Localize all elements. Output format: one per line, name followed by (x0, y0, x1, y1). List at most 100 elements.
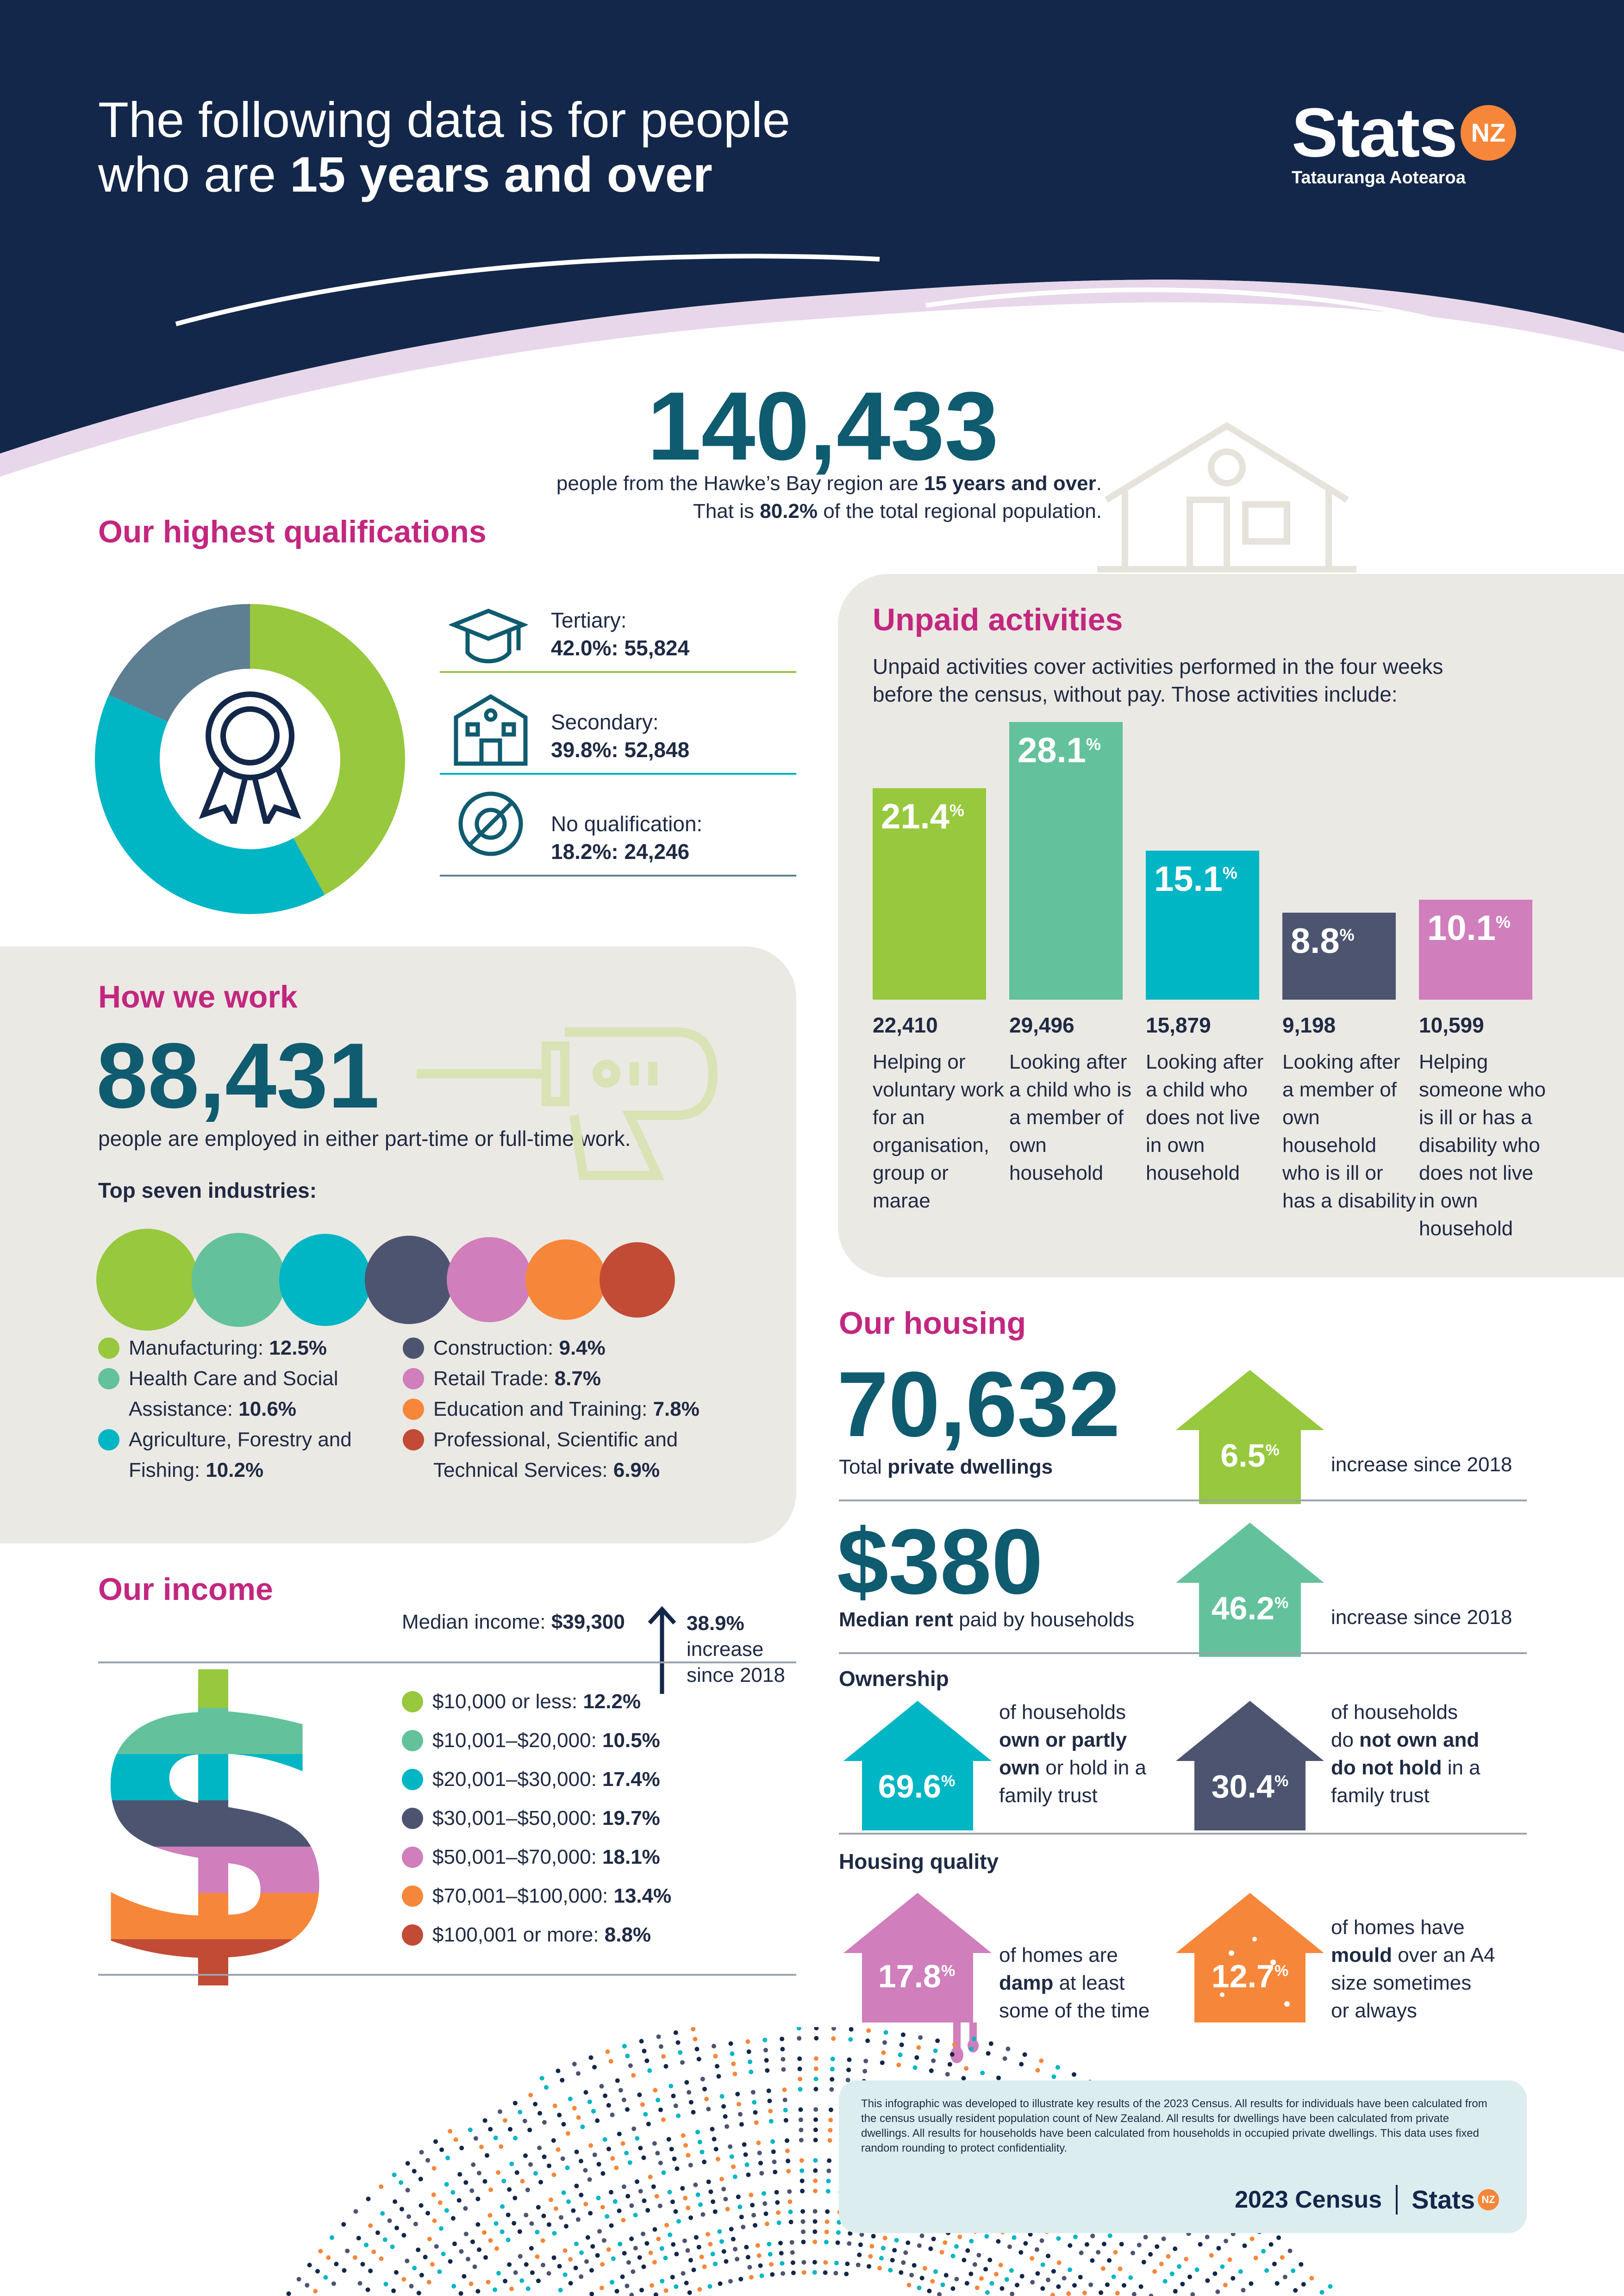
rent-number: $380 (837, 1510, 1043, 1613)
pct-symbol: % (1339, 925, 1355, 945)
industry-legend-item: Agriculture, Forestry and Fishing: 10.2% (98, 1425, 385, 1486)
own-value: 69.6% (856, 1768, 977, 1805)
unpaid-bar-label: Helping someone who is ill or has a disa… (1419, 1051, 1546, 1240)
mould-text-line1: of homes have (1331, 1916, 1465, 1939)
unpaid-bar-value: 10.1% (1427, 908, 1511, 948)
population-line2: That is (693, 500, 760, 523)
unpaid-bar-label: Looking after a child who does not live … (1146, 1051, 1264, 1184)
dollar-stripe-5 (93, 1893, 333, 1940)
not-own-text-line1: of households (1331, 1701, 1458, 1724)
unpaid-bar-4: 10.1% (1419, 900, 1532, 1000)
unpaid-bar-3: 8.8% (1282, 913, 1396, 1000)
house-icon-dwellings (1176, 1370, 1324, 1504)
drill-icon (417, 1027, 718, 1180)
header-title-line2: who are (98, 146, 290, 202)
industry-name: Manufacturing: (129, 1337, 264, 1359)
income-band-value: 13.4% (608, 1885, 672, 1907)
footer-note-panel: This infographic was developed to illust… (839, 2080, 1527, 2233)
damp-text-line3: some of the time (999, 1999, 1150, 2022)
income-band-value: 12.2% (577, 1690, 641, 1713)
legend-dot (98, 1368, 119, 1389)
industry-value: 9.4% (559, 1337, 606, 1359)
income-increase-value: 38.9% (687, 1612, 744, 1635)
industry-circle-1 (192, 1232, 286, 1327)
qualification-row-tertiary: Tertiary: 42.0%: 55,824 (440, 602, 796, 673)
legend-dot (403, 1338, 424, 1359)
industry-name: Retail Trade: (433, 1367, 549, 1390)
industry-legend-item: Professional, Scientific and Technical S… (403, 1425, 764, 1486)
industry-value: 8.7% (554, 1367, 601, 1390)
income-band-row: $50,001–$70,000: 18.1% (402, 1838, 781, 1877)
not-own-text-line3: in a (1442, 1756, 1480, 1779)
unpaid-bar-value-number: 10.1 (1427, 908, 1496, 948)
unpaid-bar-value-number: 15.1 (1154, 859, 1223, 899)
income-band-value: 8.8% (599, 1923, 651, 1946)
pct-symbol: % (949, 801, 964, 820)
legend-dot (98, 1429, 119, 1450)
dwellings-increase: 6.5% (1199, 1437, 1301, 1474)
ownership-title: Ownership (839, 1667, 949, 1691)
house-icon-not-own (1176, 1701, 1324, 1830)
population-text: people from the Hawke’s Bay region are 1… (463, 470, 1102, 525)
industry-circle-3 (365, 1235, 453, 1324)
income-band-row: $10,001–$20,000: 10.5% (402, 1721, 781, 1760)
industry-name: Agriculture, Forestry and Fishing: (129, 1428, 352, 1481)
income-increase: 38.9% increase since 2018 (687, 1611, 788, 1688)
footer-logo-badge: NZ (1478, 2189, 1499, 2210)
own-text-line2: own or partly (999, 1729, 1127, 1751)
pct-symbol: % (1495, 912, 1511, 932)
logo-text: Stats (1292, 93, 1458, 171)
rosette-icon (199, 691, 301, 824)
legend-dot (403, 1399, 424, 1420)
work-title: How we work (98, 979, 298, 1014)
population-line1-end: . (1096, 472, 1102, 495)
legend-dot (402, 1808, 423, 1829)
median-income: Median income: $39,300 (402, 1611, 625, 1634)
pct-symbol: % (1274, 1772, 1289, 1790)
income-band-list: $10,000 or less: 12.2% $10,001–$20,000: 1… (402, 1682, 781, 1954)
header-title-bold: 15 years and over (290, 146, 712, 202)
damp-value: 17.8% (856, 1958, 977, 1995)
footer-logo-text: Stats (1412, 2185, 1475, 2214)
damp-text-line2: at least (1053, 1972, 1125, 1994)
own-text-line1: of households (999, 1701, 1126, 1724)
industry-value: 7.8% (653, 1398, 700, 1420)
median-income-label: Median income: (402, 1611, 551, 1633)
rent-label-suffix: paid by households (953, 1608, 1135, 1631)
mould-value: 12.7% (1190, 1958, 1310, 1995)
pct-symbol: % (1274, 1962, 1289, 1980)
header-title: The following data is for people who are… (98, 93, 790, 202)
industry-circles (96, 1226, 698, 1333)
damp-text-line1: of homes are (999, 1944, 1118, 1966)
industries-title: Top seven industries: (98, 1178, 317, 1202)
header-background (0, 0, 1624, 477)
unpaid-bar-chart: 21.4% 22,410 Helping or voluntary work for… (873, 713, 1586, 1259)
divider (98, 1661, 796, 1663)
industry-legend-item: Construction: 9.4% (403, 1333, 764, 1363)
graduation-cap-icon (449, 609, 528, 664)
footer-brand: 2023 Census Stats NZ (1235, 2184, 1499, 2215)
qualifications-donut-chart (95, 604, 405, 914)
footer-divider (1396, 2184, 1398, 2215)
unpaid-bar-value: 28.1% (1018, 730, 1101, 771)
income-band-value: 19.7% (596, 1807, 660, 1829)
mould-text-line3: size sometimes (1331, 1972, 1472, 1994)
arrow-up-icon (648, 1606, 676, 1694)
marae-icon (1097, 422, 1356, 572)
not-own-text-line4: family trust (1331, 1784, 1430, 1807)
legend-dot (402, 1769, 423, 1790)
unpaid-bar-count: 10,599 (1419, 1013, 1484, 1037)
damp-text-line2-bold: damp (999, 1972, 1054, 1994)
unpaid-title: Unpaid activities (873, 602, 1123, 637)
dollar-stripe-3 (93, 1800, 333, 1847)
not-own-value: 30.4% (1190, 1768, 1310, 1805)
census-label: 2023 Census (1235, 2186, 1382, 2213)
qualification-label-none: No qualification: (551, 812, 703, 836)
mould-text: of homes have mould over an A4 size some… (1331, 1914, 1495, 2025)
unpaid-bar-1: 28.1% (1009, 722, 1123, 1000)
income-band-row: $30,001–$50,000: 19.7% (402, 1799, 781, 1838)
income-band-row: $20,001–$30,000: 17.4% (402, 1760, 781, 1799)
qualification-row-secondary: Secondary: 39.8%: 52,848 (440, 680, 796, 775)
income-band-value: 10.5% (596, 1729, 660, 1752)
income-band-range: $50,001–$70,000: (432, 1846, 597, 1868)
